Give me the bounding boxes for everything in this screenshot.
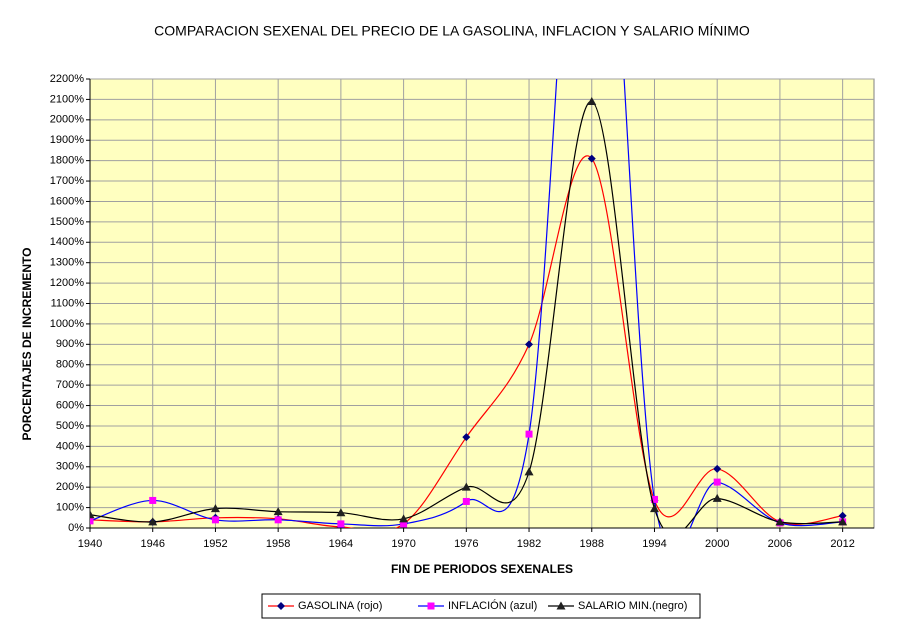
x-tick-label: 1958	[266, 538, 290, 550]
marker	[556, 601, 566, 610]
marker	[650, 495, 658, 503]
x-tick-label: 1946	[140, 538, 164, 550]
marker	[838, 511, 847, 520]
legend-label: SALARIO MIN.(negro)	[578, 600, 687, 612]
marker	[712, 493, 722, 502]
y-tick-label: 500%	[56, 420, 84, 432]
marker	[462, 433, 471, 442]
legend-label: GASOLINA (rojo)	[298, 600, 382, 612]
marker	[587, 154, 596, 163]
y-tick-label: 1100%	[51, 297, 85, 309]
marker	[462, 497, 470, 505]
marker	[90, 517, 94, 525]
y-tick-label: 800%	[56, 359, 84, 371]
x-tick-label: 1940	[78, 538, 102, 550]
y-tick-label: 400%	[56, 440, 84, 452]
y-tick-label: 300%	[56, 461, 84, 473]
marker	[649, 504, 659, 513]
y-axis-title: PORCENTAJES DE INCREMENTO	[20, 248, 34, 441]
y-tick-label: 600%	[56, 399, 84, 411]
y-tick-label: 1500%	[50, 216, 84, 228]
legend-box	[261, 593, 701, 619]
marker	[524, 467, 534, 476]
marker	[713, 464, 722, 473]
x-tick-label: 1970	[391, 538, 415, 550]
marker	[274, 516, 282, 524]
y-tick-label: 1900%	[50, 134, 84, 146]
y-tick-label: 1700%	[50, 175, 84, 187]
x-tick-label: 1982	[517, 538, 541, 550]
marker	[713, 478, 721, 486]
chart-title: COMPARACION SEXENAL DEL PRECIO DE LA GAS…	[154, 23, 750, 39]
y-tick-label: 1800%	[50, 155, 84, 167]
x-tick-label: 2006	[768, 538, 792, 550]
x-tick-label: 1994	[642, 538, 666, 550]
y-tick-label: 200%	[56, 481, 84, 493]
y-tick-label: 1400%	[50, 236, 84, 248]
marker	[775, 517, 785, 526]
marker	[427, 602, 435, 610]
x-tick-label: 1976	[454, 538, 478, 550]
marker	[337, 520, 345, 528]
marker	[400, 520, 408, 528]
marker	[587, 96, 597, 105]
x-tick-label: 1952	[203, 538, 227, 550]
marker	[336, 508, 346, 517]
marker	[525, 430, 533, 438]
x-axis-title: FIN DE PERIODOS SEXENALES	[391, 562, 573, 576]
marker	[210, 504, 220, 513]
y-tick-label: 1200%	[50, 277, 84, 289]
y-tick-label: 2200%	[50, 73, 84, 85]
x-tick-label: 2000	[705, 538, 729, 550]
marker	[211, 516, 219, 524]
marker	[90, 510, 95, 519]
x-tick-label: 1964	[329, 538, 353, 550]
y-tick-label: 1600%	[50, 195, 84, 207]
y-tick-label: 2000%	[50, 114, 84, 126]
y-tick-label: 0%	[68, 522, 84, 534]
marker	[273, 507, 283, 516]
marker	[149, 496, 157, 504]
marker	[148, 517, 158, 526]
marker	[525, 340, 534, 349]
marker	[838, 517, 848, 526]
x-tick-label: 2012	[830, 538, 854, 550]
series-line	[90, 100, 843, 528]
y-tick-label: 100%	[56, 501, 84, 513]
x-tick-label: 1988	[580, 538, 604, 550]
series-layer	[90, 79, 848, 528]
y-tick-label: 900%	[56, 338, 84, 350]
legend-label: INFLACIÓN (azul)	[448, 599, 537, 612]
y-tick-label: 2100%	[50, 93, 84, 105]
marker	[399, 514, 409, 523]
y-tick-label: 1300%	[50, 257, 84, 269]
y-tick-label: 1000%	[50, 318, 84, 330]
marker	[461, 482, 471, 491]
marker	[277, 602, 285, 610]
y-tick-label: 700%	[56, 379, 84, 391]
